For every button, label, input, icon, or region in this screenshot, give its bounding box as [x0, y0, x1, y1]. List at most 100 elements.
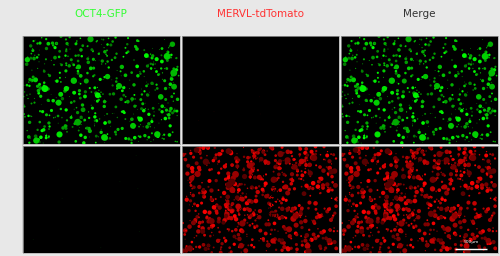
- Point: [278, 238, 286, 242]
- Point: [162, 108, 170, 112]
- Point: [117, 74, 125, 78]
- Point: [444, 187, 452, 191]
- Point: [287, 150, 295, 154]
- Point: [330, 169, 338, 173]
- Point: [170, 99, 177, 103]
- Point: [126, 119, 134, 123]
- Point: [384, 179, 392, 183]
- Point: [26, 44, 34, 48]
- Point: [422, 36, 430, 40]
- Point: [366, 167, 374, 171]
- Point: [462, 241, 470, 246]
- Point: [411, 194, 419, 198]
- Point: [31, 53, 39, 57]
- Point: [426, 83, 434, 88]
- Point: [298, 169, 306, 173]
- Point: [386, 250, 394, 254]
- Point: [463, 135, 471, 139]
- Point: [370, 115, 378, 119]
- Point: [410, 151, 418, 155]
- Point: [437, 170, 445, 175]
- Point: [225, 250, 233, 254]
- Point: [72, 106, 80, 110]
- Point: [433, 229, 441, 233]
- Point: [298, 206, 306, 210]
- Point: [204, 219, 212, 223]
- Point: [474, 179, 482, 184]
- Point: [364, 217, 372, 221]
- Point: [344, 77, 352, 81]
- Point: [124, 100, 132, 104]
- Point: [316, 165, 324, 169]
- Point: [394, 96, 402, 100]
- Point: [490, 56, 498, 60]
- Point: [188, 179, 196, 183]
- Point: [85, 55, 93, 59]
- Point: [396, 208, 404, 212]
- Point: [426, 232, 434, 236]
- Point: [396, 206, 404, 210]
- Point: [382, 202, 390, 206]
- Point: [130, 93, 138, 97]
- Point: [356, 152, 364, 156]
- Point: [166, 82, 174, 86]
- Point: [138, 87, 145, 91]
- Point: [188, 176, 196, 180]
- Point: [387, 180, 395, 184]
- Point: [90, 73, 98, 77]
- Point: [426, 78, 434, 82]
- Point: [462, 82, 470, 86]
- Point: [368, 158, 376, 163]
- Point: [82, 79, 90, 83]
- Point: [348, 101, 356, 105]
- Point: [454, 204, 462, 208]
- Point: [395, 48, 403, 52]
- Point: [260, 189, 268, 193]
- Point: [325, 207, 333, 211]
- Point: [476, 133, 484, 137]
- Point: [479, 105, 487, 110]
- Point: [234, 233, 242, 237]
- Point: [156, 72, 164, 76]
- Point: [480, 112, 488, 116]
- Point: [312, 163, 320, 167]
- Point: [249, 162, 257, 166]
- Point: [250, 166, 258, 170]
- Point: [212, 197, 220, 201]
- Point: [492, 248, 500, 252]
- Point: [276, 166, 284, 170]
- Point: [322, 236, 330, 240]
- Point: [400, 218, 407, 222]
- Point: [484, 189, 492, 193]
- Point: [180, 157, 188, 161]
- Point: [400, 207, 407, 211]
- Point: [26, 114, 34, 118]
- Point: [154, 73, 162, 77]
- Point: [78, 120, 86, 124]
- Point: [250, 245, 258, 249]
- Point: [326, 207, 334, 211]
- Text: OCT4-GFP: OCT4-GFP: [74, 9, 128, 19]
- Point: [162, 66, 170, 70]
- Point: [478, 169, 486, 173]
- Point: [276, 162, 283, 166]
- Point: [468, 232, 476, 237]
- Point: [62, 63, 70, 67]
- Point: [332, 156, 340, 161]
- Point: [224, 174, 232, 178]
- Point: [392, 164, 400, 168]
- Point: [380, 219, 388, 223]
- Point: [418, 100, 426, 104]
- Point: [282, 227, 290, 231]
- Point: [436, 152, 444, 156]
- Point: [360, 190, 368, 194]
- Point: [411, 186, 419, 190]
- Point: [440, 94, 448, 99]
- Point: [434, 216, 442, 220]
- Point: [450, 187, 458, 191]
- Point: [457, 239, 465, 243]
- Point: [388, 79, 396, 83]
- Point: [402, 221, 410, 225]
- Point: [200, 189, 207, 193]
- Point: [462, 153, 470, 157]
